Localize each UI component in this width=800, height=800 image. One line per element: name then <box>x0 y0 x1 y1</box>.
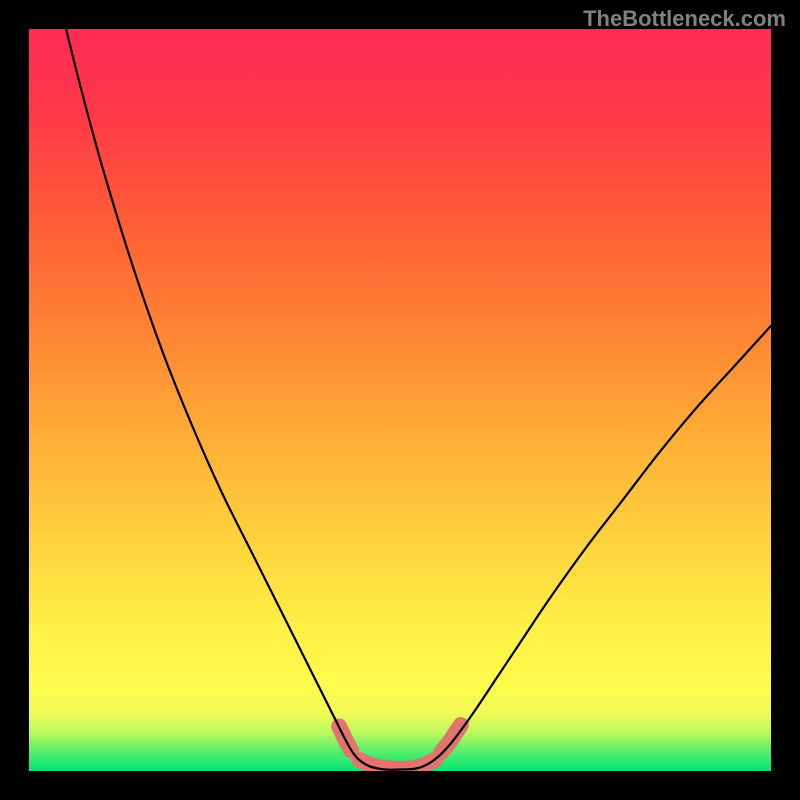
plot-area <box>29 29 771 771</box>
curve-right <box>400 326 771 770</box>
curve-overlay <box>29 29 771 771</box>
highlight-segment <box>442 725 461 752</box>
watermark-text: TheBottleneck.com <box>583 6 786 32</box>
highlight-segments <box>339 725 461 769</box>
curve-left <box>66 29 400 770</box>
